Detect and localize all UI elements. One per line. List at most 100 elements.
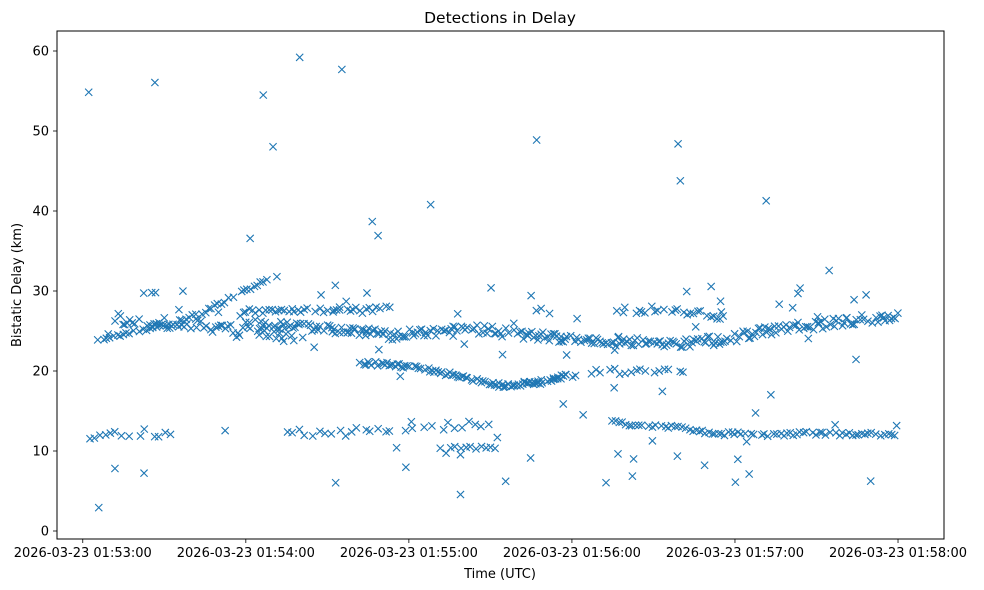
data-point — [161, 428, 170, 437]
data-point — [335, 306, 344, 315]
data-point — [666, 336, 675, 345]
data-point — [532, 136, 541, 145]
data-point — [749, 430, 758, 439]
data-point — [488, 322, 497, 331]
data-point — [606, 365, 615, 374]
data-point — [722, 334, 731, 343]
data-point — [410, 362, 419, 371]
data-point — [490, 329, 499, 338]
data-point — [651, 307, 659, 316]
data-point — [650, 368, 659, 377]
data-point — [331, 478, 340, 487]
data-point — [216, 321, 225, 330]
data-point — [281, 329, 290, 338]
data-point — [713, 314, 722, 323]
y-axis: 0 10 20 30 40 50 60 — [32, 45, 57, 540]
data-point — [140, 425, 149, 434]
data-point — [676, 176, 685, 185]
data-point — [402, 332, 411, 341]
data-point — [110, 427, 119, 436]
data-point — [872, 313, 881, 322]
data-point — [303, 304, 312, 313]
data-point — [498, 332, 507, 341]
data-point — [441, 371, 450, 380]
data-point — [232, 333, 241, 342]
data-point — [628, 472, 637, 481]
data-point — [678, 368, 687, 377]
data-point — [501, 324, 510, 333]
data-point — [559, 399, 568, 408]
data-point — [351, 303, 360, 312]
data-point — [429, 324, 438, 333]
data-point — [634, 421, 643, 430]
data-point — [440, 326, 449, 335]
x-tick-label: 2026-03-23 01:56:00 — [503, 546, 641, 561]
data-point — [374, 345, 383, 354]
data-point — [135, 315, 144, 324]
data-point — [317, 290, 326, 299]
data-point — [344, 328, 353, 336]
data-point — [308, 432, 317, 441]
x-tick-label: 2026-03-23 01:55:00 — [340, 546, 478, 561]
data-point — [246, 285, 255, 294]
data-point — [117, 431, 126, 440]
data-point — [782, 429, 791, 438]
data-point — [157, 320, 166, 329]
data-point — [557, 332, 565, 341]
data-point — [192, 323, 201, 332]
data-point — [771, 328, 780, 337]
data-point — [509, 319, 518, 328]
data-point — [762, 196, 771, 205]
y-tick-label: 50 — [32, 125, 49, 140]
x-axis: 2026-03-23 01:53:00 2026-03-23 01:54:00 20… — [14, 539, 967, 561]
data-point — [106, 429, 115, 438]
data-point — [472, 444, 481, 453]
data-point — [441, 326, 450, 335]
x-axis-label: Time (UTC) — [463, 567, 536, 582]
data-point — [610, 346, 619, 355]
data-point — [635, 365, 644, 374]
data-point — [104, 329, 113, 338]
data-point — [863, 317, 872, 326]
data-point — [221, 426, 230, 435]
data-point — [571, 371, 580, 380]
data-point — [893, 309, 902, 318]
data-point — [362, 288, 371, 297]
data-point — [265, 305, 274, 314]
data-point — [466, 442, 475, 451]
data-point — [804, 334, 813, 343]
data-point — [887, 430, 896, 439]
data-point — [259, 91, 268, 100]
data-point — [279, 337, 288, 346]
data-point — [365, 427, 374, 436]
data-point — [633, 333, 642, 342]
data-point — [679, 308, 688, 317]
data-point — [280, 306, 289, 315]
data-point — [256, 278, 265, 287]
data-point — [100, 335, 109, 344]
data-point — [659, 305, 668, 314]
data-point — [678, 342, 687, 351]
data-point — [368, 217, 377, 226]
data-point — [211, 323, 220, 332]
data-point — [368, 326, 377, 335]
data-point — [655, 366, 664, 375]
data-point — [561, 370, 570, 379]
data-point — [769, 429, 778, 438]
data-point — [175, 315, 184, 324]
data-point — [607, 416, 616, 425]
data-point — [846, 319, 855, 328]
data-point — [524, 379, 533, 388]
data-point — [417, 325, 426, 334]
data-point — [751, 408, 760, 417]
data-point — [664, 365, 673, 374]
data-point — [355, 358, 364, 367]
data-point — [673, 304, 682, 313]
data-point — [700, 461, 709, 470]
data-point — [671, 422, 680, 431]
data-point — [471, 420, 480, 429]
data-point — [490, 381, 499, 390]
data-point — [151, 288, 160, 297]
data-point — [503, 380, 512, 389]
